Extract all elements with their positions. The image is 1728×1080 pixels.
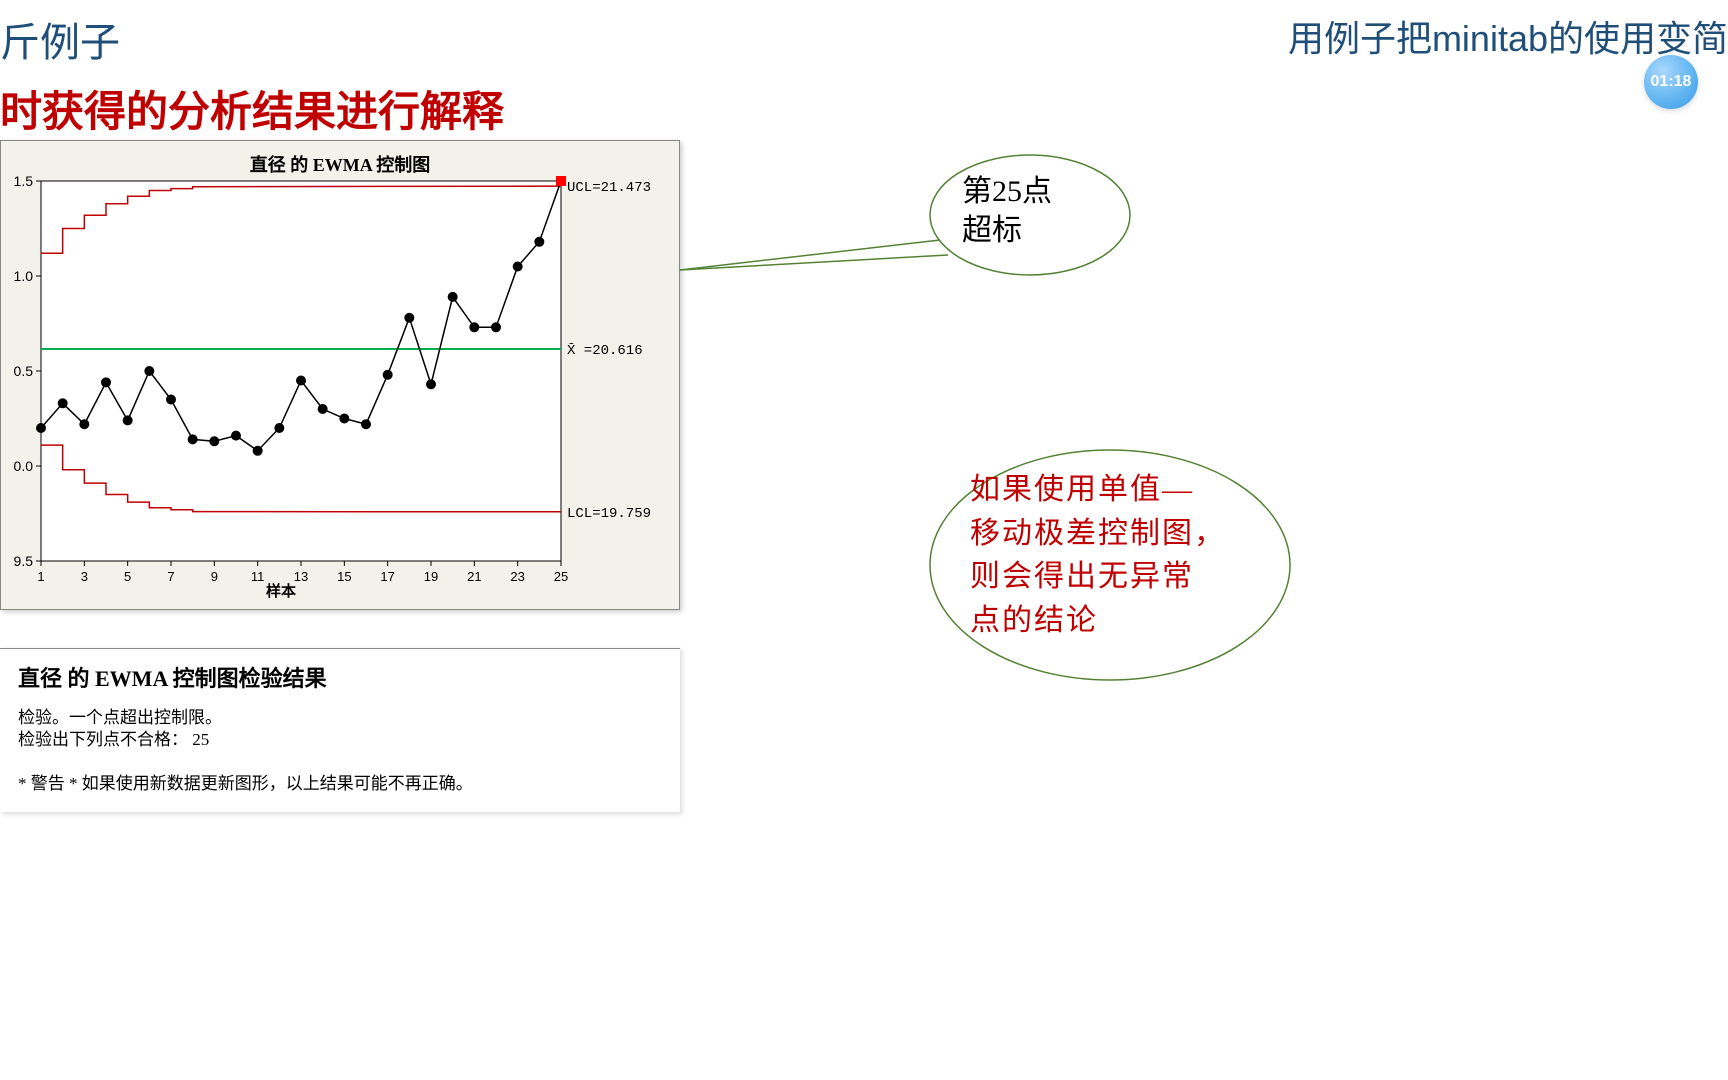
results-warning: * 警告 * 如果使用新数据更新图形，以上结果可能不再正确。 xyxy=(18,769,662,794)
svg-text:1.0: 1.0 xyxy=(14,268,34,284)
results-line-1: 检验。一个点超出控制限。 xyxy=(18,707,662,729)
page-subtitle: 时获得的分析结果进行解释 xyxy=(0,78,504,139)
page-title-right: 用例子把minitab的使用变简 xyxy=(1288,10,1728,62)
chart-x-label: 样本 xyxy=(1,580,561,601)
svg-text:1.5: 1.5 xyxy=(14,173,34,189)
svg-text:UCL=21.473: UCL=21.473 xyxy=(567,180,651,196)
callout-note: 如果使用单值— 移动极差控制图， 则会得出无异常 点的结论 xyxy=(920,440,1300,690)
callout-note-text: 如果使用单值— 移动极差控制图， 则会得出无异常 点的结论 xyxy=(970,468,1226,642)
results-title: 直径 的 EWMA 控制图检验结果 xyxy=(18,661,662,693)
callout-point25-text: 第25点 超标 xyxy=(962,172,1052,250)
ewma-chart-container: 直径 的 EWMA 控制图 1.51.00.50.09.513579111315… xyxy=(0,140,680,610)
timer-badge: 01:18 xyxy=(1644,55,1698,109)
results-line-2: 检验出下列点不合格： 25 xyxy=(18,729,662,751)
ewma-chart-svg: 1.51.00.50.09.5135791113151719212325UCL=… xyxy=(1,141,681,611)
svg-text:9.5: 9.5 xyxy=(14,553,34,569)
svg-text:X̄ =20.616: X̄ =20.616 xyxy=(567,343,643,359)
results-panel: 直径 的 EWMA 控制图检验结果 检验。一个点超出控制限。 检验出下列点不合格… xyxy=(0,648,680,812)
svg-text:LCL=19.759: LCL=19.759 xyxy=(567,506,651,522)
page-title-left: 斤例子 xyxy=(0,10,120,68)
callout-point25: 第25点 超标 xyxy=(920,150,1140,280)
svg-text:0.5: 0.5 xyxy=(14,363,34,379)
svg-text:0.0: 0.0 xyxy=(14,458,34,474)
